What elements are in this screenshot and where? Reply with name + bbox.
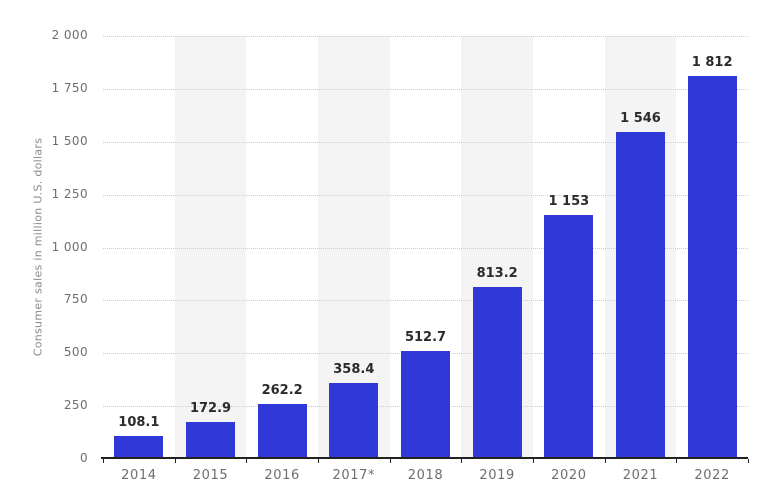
bar[interactable] bbox=[616, 132, 665, 459]
bar-value-label: 1 153 bbox=[548, 194, 590, 210]
grid-line bbox=[103, 88, 748, 90]
bar[interactable] bbox=[401, 350, 450, 459]
bar[interactable] bbox=[544, 215, 594, 459]
bar-value-label: 1 546 bbox=[620, 111, 661, 127]
y-tick-label: 1 500 bbox=[51, 133, 88, 148]
y-tick-label: 1 750 bbox=[51, 80, 88, 95]
bar[interactable] bbox=[329, 383, 379, 459]
y-tick-label: 0 bbox=[79, 451, 88, 465]
x-tick-label: 2018 bbox=[407, 468, 444, 483]
axis-tick bbox=[604, 459, 606, 463]
bar-value-label: 172.9 bbox=[189, 401, 232, 417]
bar-value-label: 262.2 bbox=[261, 382, 303, 398]
y-tick-label: 1 000 bbox=[51, 239, 88, 254]
bar[interactable] bbox=[257, 403, 307, 459]
x-tick-label: 2014 bbox=[121, 468, 157, 483]
x-tick-label: 2019 bbox=[479, 468, 515, 483]
axis-tick bbox=[246, 459, 248, 463]
bar-value-label: 1 812 bbox=[691, 54, 733, 70]
axis-tick bbox=[461, 459, 463, 463]
bar[interactable] bbox=[186, 422, 235, 459]
bar[interactable] bbox=[687, 75, 737, 459]
grid-line bbox=[103, 141, 748, 143]
axis-tick bbox=[318, 459, 319, 463]
grid-line bbox=[103, 300, 748, 302]
axis-tick bbox=[533, 459, 534, 463]
axis-tick bbox=[174, 459, 176, 463]
y-tick-label: 250 bbox=[63, 398, 88, 413]
axis-tick bbox=[676, 459, 678, 463]
x-tick-label: 2022 bbox=[694, 468, 730, 483]
x-tick-label: 2017* bbox=[332, 468, 376, 483]
grid-line bbox=[103, 194, 748, 196]
y-tick-label: 2 000 bbox=[51, 28, 88, 42]
bar-value-label: 512.7 bbox=[404, 329, 447, 345]
x-tick-label: 2021 bbox=[622, 468, 659, 483]
bar-value-label: 358.4 bbox=[333, 362, 375, 378]
x-axis-line bbox=[101, 457, 748, 459]
axis-tick bbox=[748, 459, 749, 463]
bar-value-label: 813.2 bbox=[476, 266, 518, 282]
y-tick-label: 500 bbox=[63, 345, 88, 360]
x-tick-label: 2015 bbox=[192, 468, 229, 483]
plot-area: 108.1 172.9 262.2 358.4 512.7 813.2 1 153 1 546… bbox=[103, 36, 748, 459]
x-tick-label: 2016 bbox=[264, 468, 300, 483]
y-tick-label: 750 bbox=[63, 292, 88, 307]
x-tick-label: 2020 bbox=[551, 468, 587, 483]
axis-tick bbox=[103, 459, 104, 463]
grid-line bbox=[103, 247, 748, 249]
y-tick-label: 1 250 bbox=[51, 186, 88, 201]
axis-tick bbox=[389, 459, 391, 463]
bar-value-label: 108.1 bbox=[118, 415, 160, 431]
bar[interactable] bbox=[472, 287, 522, 459]
grid-line bbox=[103, 36, 748, 37]
bar[interactable] bbox=[114, 436, 164, 459]
